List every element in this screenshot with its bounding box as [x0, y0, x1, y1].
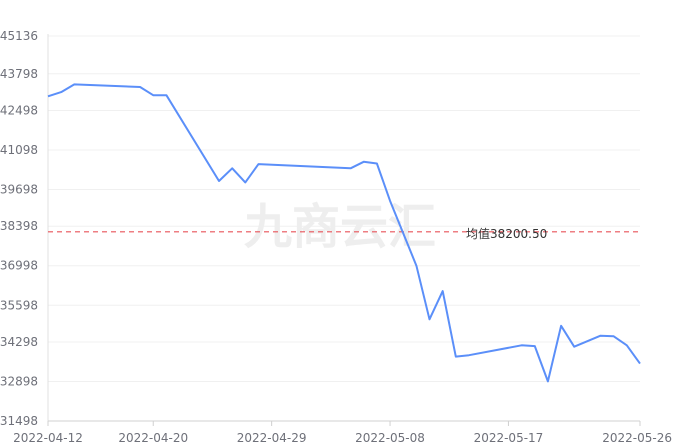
- y-tick-label: 41098: [0, 143, 38, 157]
- x-tick-label: 2022-05-26: [602, 431, 672, 445]
- mean-line-label: 均值38200.50: [466, 226, 547, 241]
- grid-lines: [48, 35, 640, 382]
- y-tick-label: 32898: [0, 374, 38, 388]
- series-group: [47, 83, 641, 383]
- series-line: [47, 83, 641, 383]
- y-tick-label: 42498: [0, 103, 38, 117]
- y-tick-label: 35598: [0, 298, 38, 312]
- y-tick-label: 36998: [0, 259, 38, 273]
- y-tick-label: 38398: [0, 219, 38, 233]
- x-tick-label: 2022-04-20: [118, 431, 188, 445]
- y-tick-label: 39698: [0, 183, 38, 197]
- y-tick-label: 45136: [0, 29, 38, 43]
- x-tick-label: 2022-05-17: [474, 431, 544, 445]
- y-tick-label: 31498: [0, 414, 38, 428]
- x-tick-label: 2022-04-12: [13, 431, 83, 445]
- y-tick-label: 34298: [0, 335, 38, 349]
- axes: [47, 34, 640, 422]
- x-tick-label: 2022-04-29: [237, 431, 307, 445]
- x-tick-label: 2022-05-08: [355, 431, 425, 445]
- y-tick-labels: 31498 32898 34298 35598 36998 38398 39698 41098…: [0, 29, 38, 428]
- x-tick-labels: 2022-04-12 2022-04-20 2022-04-29 2022-05-08…: [13, 421, 672, 445]
- y-tick-label: 43798: [0, 67, 38, 81]
- mean-line-group: 均值38200.50: [48, 226, 640, 241]
- watermark-text: 九商云汇: [244, 199, 436, 255]
